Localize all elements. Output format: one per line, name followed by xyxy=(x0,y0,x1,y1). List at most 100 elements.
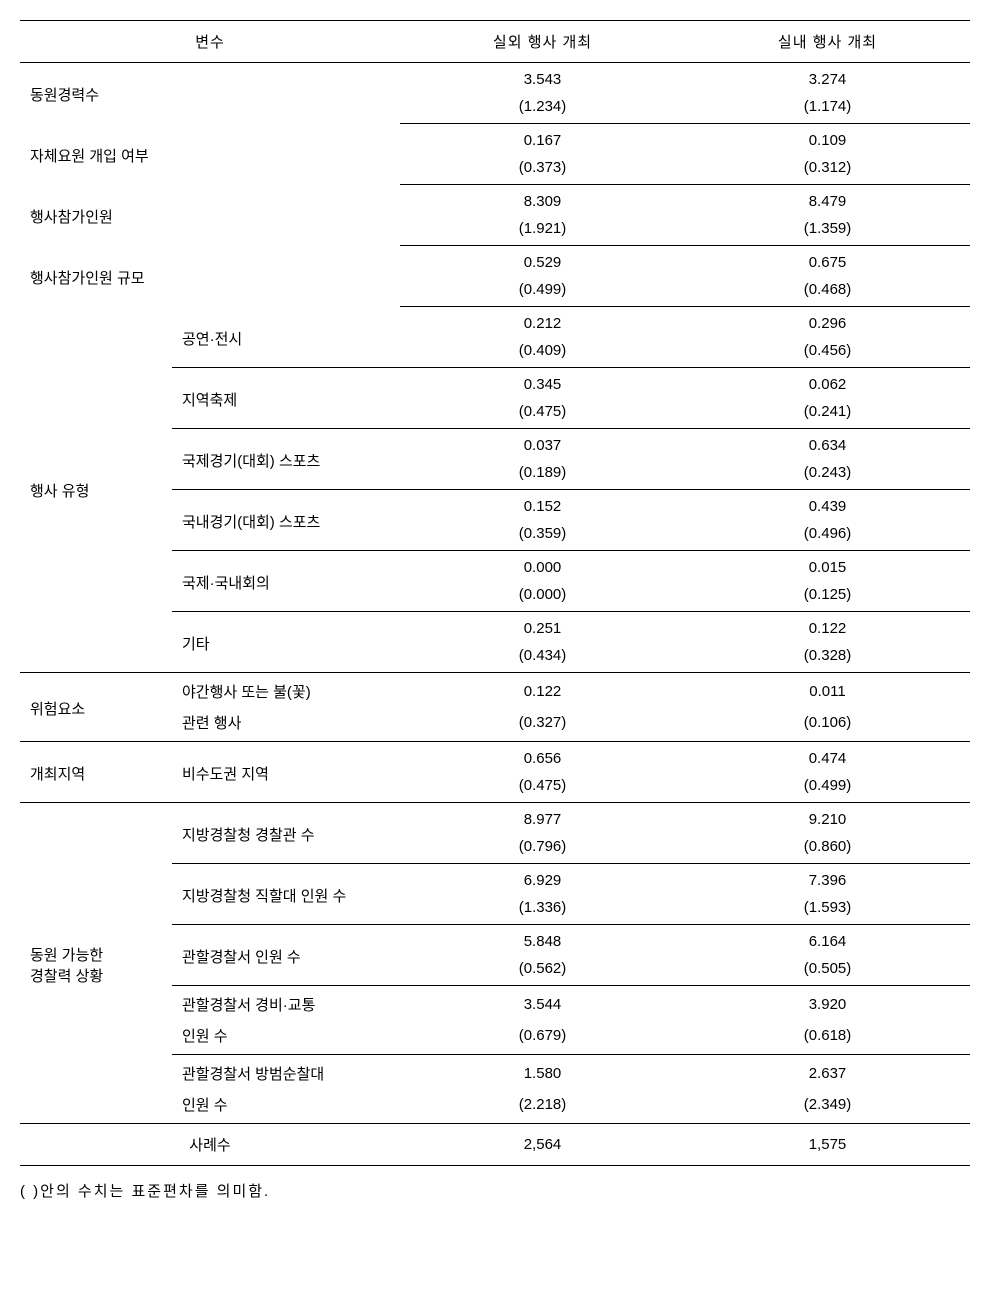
outdoor-mean: 5.848 xyxy=(400,925,685,956)
outdoor-sd: (0.796) xyxy=(400,833,685,864)
sub-label: 관할경찰서 인원 수 xyxy=(172,925,400,986)
outdoor-sd: (0.327) xyxy=(400,707,685,742)
sub-label: 국제·국내회의 xyxy=(172,551,400,612)
indoor-sd: (0.505) xyxy=(685,955,970,986)
outdoor-sd: (0.475) xyxy=(400,772,685,803)
outdoor-mean: 3.543 xyxy=(400,63,685,94)
outdoor-mean: 0.000 xyxy=(400,551,685,582)
outdoor-mean: 0.167 xyxy=(400,124,685,155)
outdoor-mean: 0.037 xyxy=(400,429,685,460)
sub-label: 지방경찰청 직할대 인원 수 xyxy=(172,864,400,925)
indoor-sd: (0.312) xyxy=(685,154,970,185)
header-outdoor: 실외 행사 개최 xyxy=(400,21,685,63)
sub-label-line1: 야간행사 또는 불(꽃) xyxy=(172,673,400,708)
table-row: 자체요원 개입 여부 0.167 0.109 xyxy=(20,124,970,155)
indoor-sd: (0.106) xyxy=(685,707,970,742)
indoor-mean: 0.109 xyxy=(685,124,970,155)
indoor-mean: 0.015 xyxy=(685,551,970,582)
indoor-sd: (0.618) xyxy=(685,1020,970,1055)
outdoor-mean: 0.152 xyxy=(400,490,685,521)
table-row: 위험요소 야간행사 또는 불(꽃) 0.122 0.011 xyxy=(20,673,970,708)
indoor-mean: 3.920 xyxy=(685,986,970,1021)
group-label-police: 동원 가능한경찰력 상황 xyxy=(20,803,172,1124)
indoor-mean: 8.479 xyxy=(685,185,970,216)
indoor-sd: (0.468) xyxy=(685,276,970,307)
header-variable: 변수 xyxy=(20,21,400,63)
sub-label-line2: 관련 행사 xyxy=(172,707,400,742)
sub-label-line1: 관할경찰서 방범순찰대 xyxy=(172,1055,400,1090)
statistics-table-container: 변수 실외 행사 개최 실내 행사 개최 동원경력수 3.543 3.274 (… xyxy=(20,20,970,1201)
outdoor-sd: (0.359) xyxy=(400,520,685,551)
outdoor-sd: (0.000) xyxy=(400,581,685,612)
group-label-event-type: 행사 유형 xyxy=(20,307,172,673)
indoor-mean: 0.634 xyxy=(685,429,970,460)
indoor-mean: 3.274 xyxy=(685,63,970,94)
outdoor-sd: (0.189) xyxy=(400,459,685,490)
indoor-mean: 0.062 xyxy=(685,368,970,399)
indoor-sd: (0.496) xyxy=(685,520,970,551)
outdoor-mean: 6.929 xyxy=(400,864,685,895)
row-label: 동원경력수 xyxy=(20,63,400,124)
table-row: 행사 유형 공연·전시 0.212 0.296 xyxy=(20,307,970,338)
indoor-sd: (0.125) xyxy=(685,581,970,612)
table-row: 행사참가인원 규모 0.529 0.675 xyxy=(20,246,970,277)
outdoor-mean: 0.345 xyxy=(400,368,685,399)
header-indoor: 실내 행사 개최 xyxy=(685,21,970,63)
indoor-sd: (0.328) xyxy=(685,642,970,673)
group-label-risk: 위험요소 xyxy=(20,673,172,742)
sub-label-line2: 인원 수 xyxy=(172,1089,400,1124)
sub-label: 국내경기(대회) 스포츠 xyxy=(172,490,400,551)
statistics-table: 변수 실외 행사 개최 실내 행사 개최 동원경력수 3.543 3.274 (… xyxy=(20,20,970,1166)
indoor-mean: 0.122 xyxy=(685,612,970,643)
summary-indoor: 1,575 xyxy=(685,1124,970,1166)
table-row: 동원 가능한경찰력 상황 지방경찰청 경찰관 수 8.977 9.210 xyxy=(20,803,970,834)
indoor-mean: 7.396 xyxy=(685,864,970,895)
outdoor-mean: 8.309 xyxy=(400,185,685,216)
indoor-mean: 2.637 xyxy=(685,1055,970,1090)
row-label: 자체요원 개입 여부 xyxy=(20,124,400,185)
indoor-sd: (0.860) xyxy=(685,833,970,864)
outdoor-sd: (0.679) xyxy=(400,1020,685,1055)
table-row: 행사참가인원 8.309 8.479 xyxy=(20,185,970,216)
indoor-sd: (0.499) xyxy=(685,772,970,803)
footnote: ( )안의 수치는 표준편차를 의미함. xyxy=(20,1180,970,1201)
outdoor-sd: (0.409) xyxy=(400,337,685,368)
sub-label: 공연·전시 xyxy=(172,307,400,368)
outdoor-sd: (1.921) xyxy=(400,215,685,246)
outdoor-mean: 0.212 xyxy=(400,307,685,338)
summary-outdoor: 2,564 xyxy=(400,1124,685,1166)
indoor-mean: 0.675 xyxy=(685,246,970,277)
indoor-sd: (0.241) xyxy=(685,398,970,429)
sub-label-line1: 관할경찰서 경비·교통 xyxy=(172,986,400,1021)
outdoor-mean: 8.977 xyxy=(400,803,685,834)
outdoor-sd: (0.475) xyxy=(400,398,685,429)
sub-label-line2: 인원 수 xyxy=(172,1020,400,1055)
indoor-sd: (1.359) xyxy=(685,215,970,246)
table-row: 개최지역 비수도권 지역 0.656 0.474 xyxy=(20,742,970,773)
indoor-mean: 6.164 xyxy=(685,925,970,956)
outdoor-sd: (1.336) xyxy=(400,894,685,925)
indoor-sd: (1.593) xyxy=(685,894,970,925)
group-label-region: 개최지역 xyxy=(20,742,172,803)
indoor-sd: (2.349) xyxy=(685,1089,970,1124)
outdoor-mean: 0.656 xyxy=(400,742,685,773)
outdoor-mean: 1.580 xyxy=(400,1055,685,1090)
indoor-sd: (1.174) xyxy=(685,93,970,124)
indoor-mean: 0.011 xyxy=(685,673,970,708)
indoor-sd: (0.456) xyxy=(685,337,970,368)
outdoor-mean: 0.122 xyxy=(400,673,685,708)
outdoor-sd: (0.562) xyxy=(400,955,685,986)
summary-row: 사례수 2,564 1,575 xyxy=(20,1124,970,1166)
outdoor-sd: (0.373) xyxy=(400,154,685,185)
outdoor-sd: (0.434) xyxy=(400,642,685,673)
sub-label: 지방경찰청 경찰관 수 xyxy=(172,803,400,864)
outdoor-mean: 3.544 xyxy=(400,986,685,1021)
indoor-mean: 0.474 xyxy=(685,742,970,773)
sub-label: 비수도권 지역 xyxy=(172,742,400,803)
sub-label: 지역축제 xyxy=(172,368,400,429)
row-label: 행사참가인원 규모 xyxy=(20,246,400,307)
outdoor-sd: (1.234) xyxy=(400,93,685,124)
outdoor-mean: 0.529 xyxy=(400,246,685,277)
table-body: 동원경력수 3.543 3.274 (1.234) (1.174) 자체요원 개… xyxy=(20,63,970,1166)
outdoor-sd: (0.499) xyxy=(400,276,685,307)
